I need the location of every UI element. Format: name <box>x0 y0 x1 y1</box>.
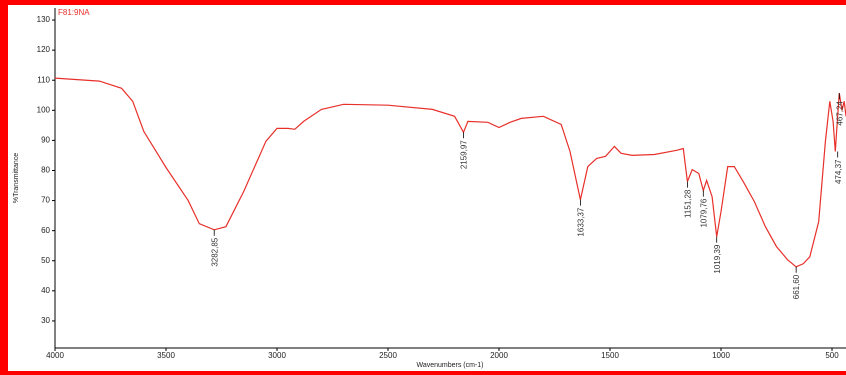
y-tick-label: 40 <box>41 286 50 295</box>
x-tick-label: 3000 <box>268 351 286 360</box>
peak-label: 2159,97 <box>460 140 469 169</box>
y-tick-label: 80 <box>41 166 50 175</box>
x-axis-label: Wavenumbers (cm-1) <box>416 362 483 369</box>
y-axis-label: %Transmittance <box>13 153 20 203</box>
x-tick-label: 1500 <box>601 351 619 360</box>
y-tick-label: 90 <box>41 135 50 144</box>
y-tick-label: 100 <box>37 105 51 114</box>
peak-label: 1633,37 <box>577 207 586 236</box>
peak-label: 474,37 <box>834 159 843 184</box>
frame-inner <box>8 5 846 371</box>
peak-label: 1079,76 <box>699 198 708 227</box>
peak-label: 1019,39 <box>713 244 722 273</box>
y-tick-label: 70 <box>41 196 50 205</box>
y-tick-label: 60 <box>41 226 50 235</box>
peak-label: 467,24 <box>835 101 844 126</box>
peak-label: 1151,28 <box>684 189 693 218</box>
x-tick-label: 1000 <box>712 351 730 360</box>
x-tick-label: 3500 <box>157 351 175 360</box>
y-tick-label: 120 <box>37 45 51 54</box>
chart-title: F81:9NA <box>58 8 90 17</box>
peak-label: 3282,85 <box>210 237 219 266</box>
x-tick-label: 2000 <box>490 351 508 360</box>
y-tick-label: 30 <box>41 316 50 325</box>
peak-label: 661,60 <box>792 274 801 299</box>
y-tick-label: 130 <box>37 15 51 24</box>
y-tick-label: 110 <box>37 75 50 84</box>
x-tick-label: 4000 <box>46 351 64 360</box>
x-tick-label: 2500 <box>379 351 397 360</box>
spectrum-line <box>54 77 846 268</box>
y-tick-label: 50 <box>41 256 50 265</box>
x-tick-label: 500 <box>825 351 839 360</box>
